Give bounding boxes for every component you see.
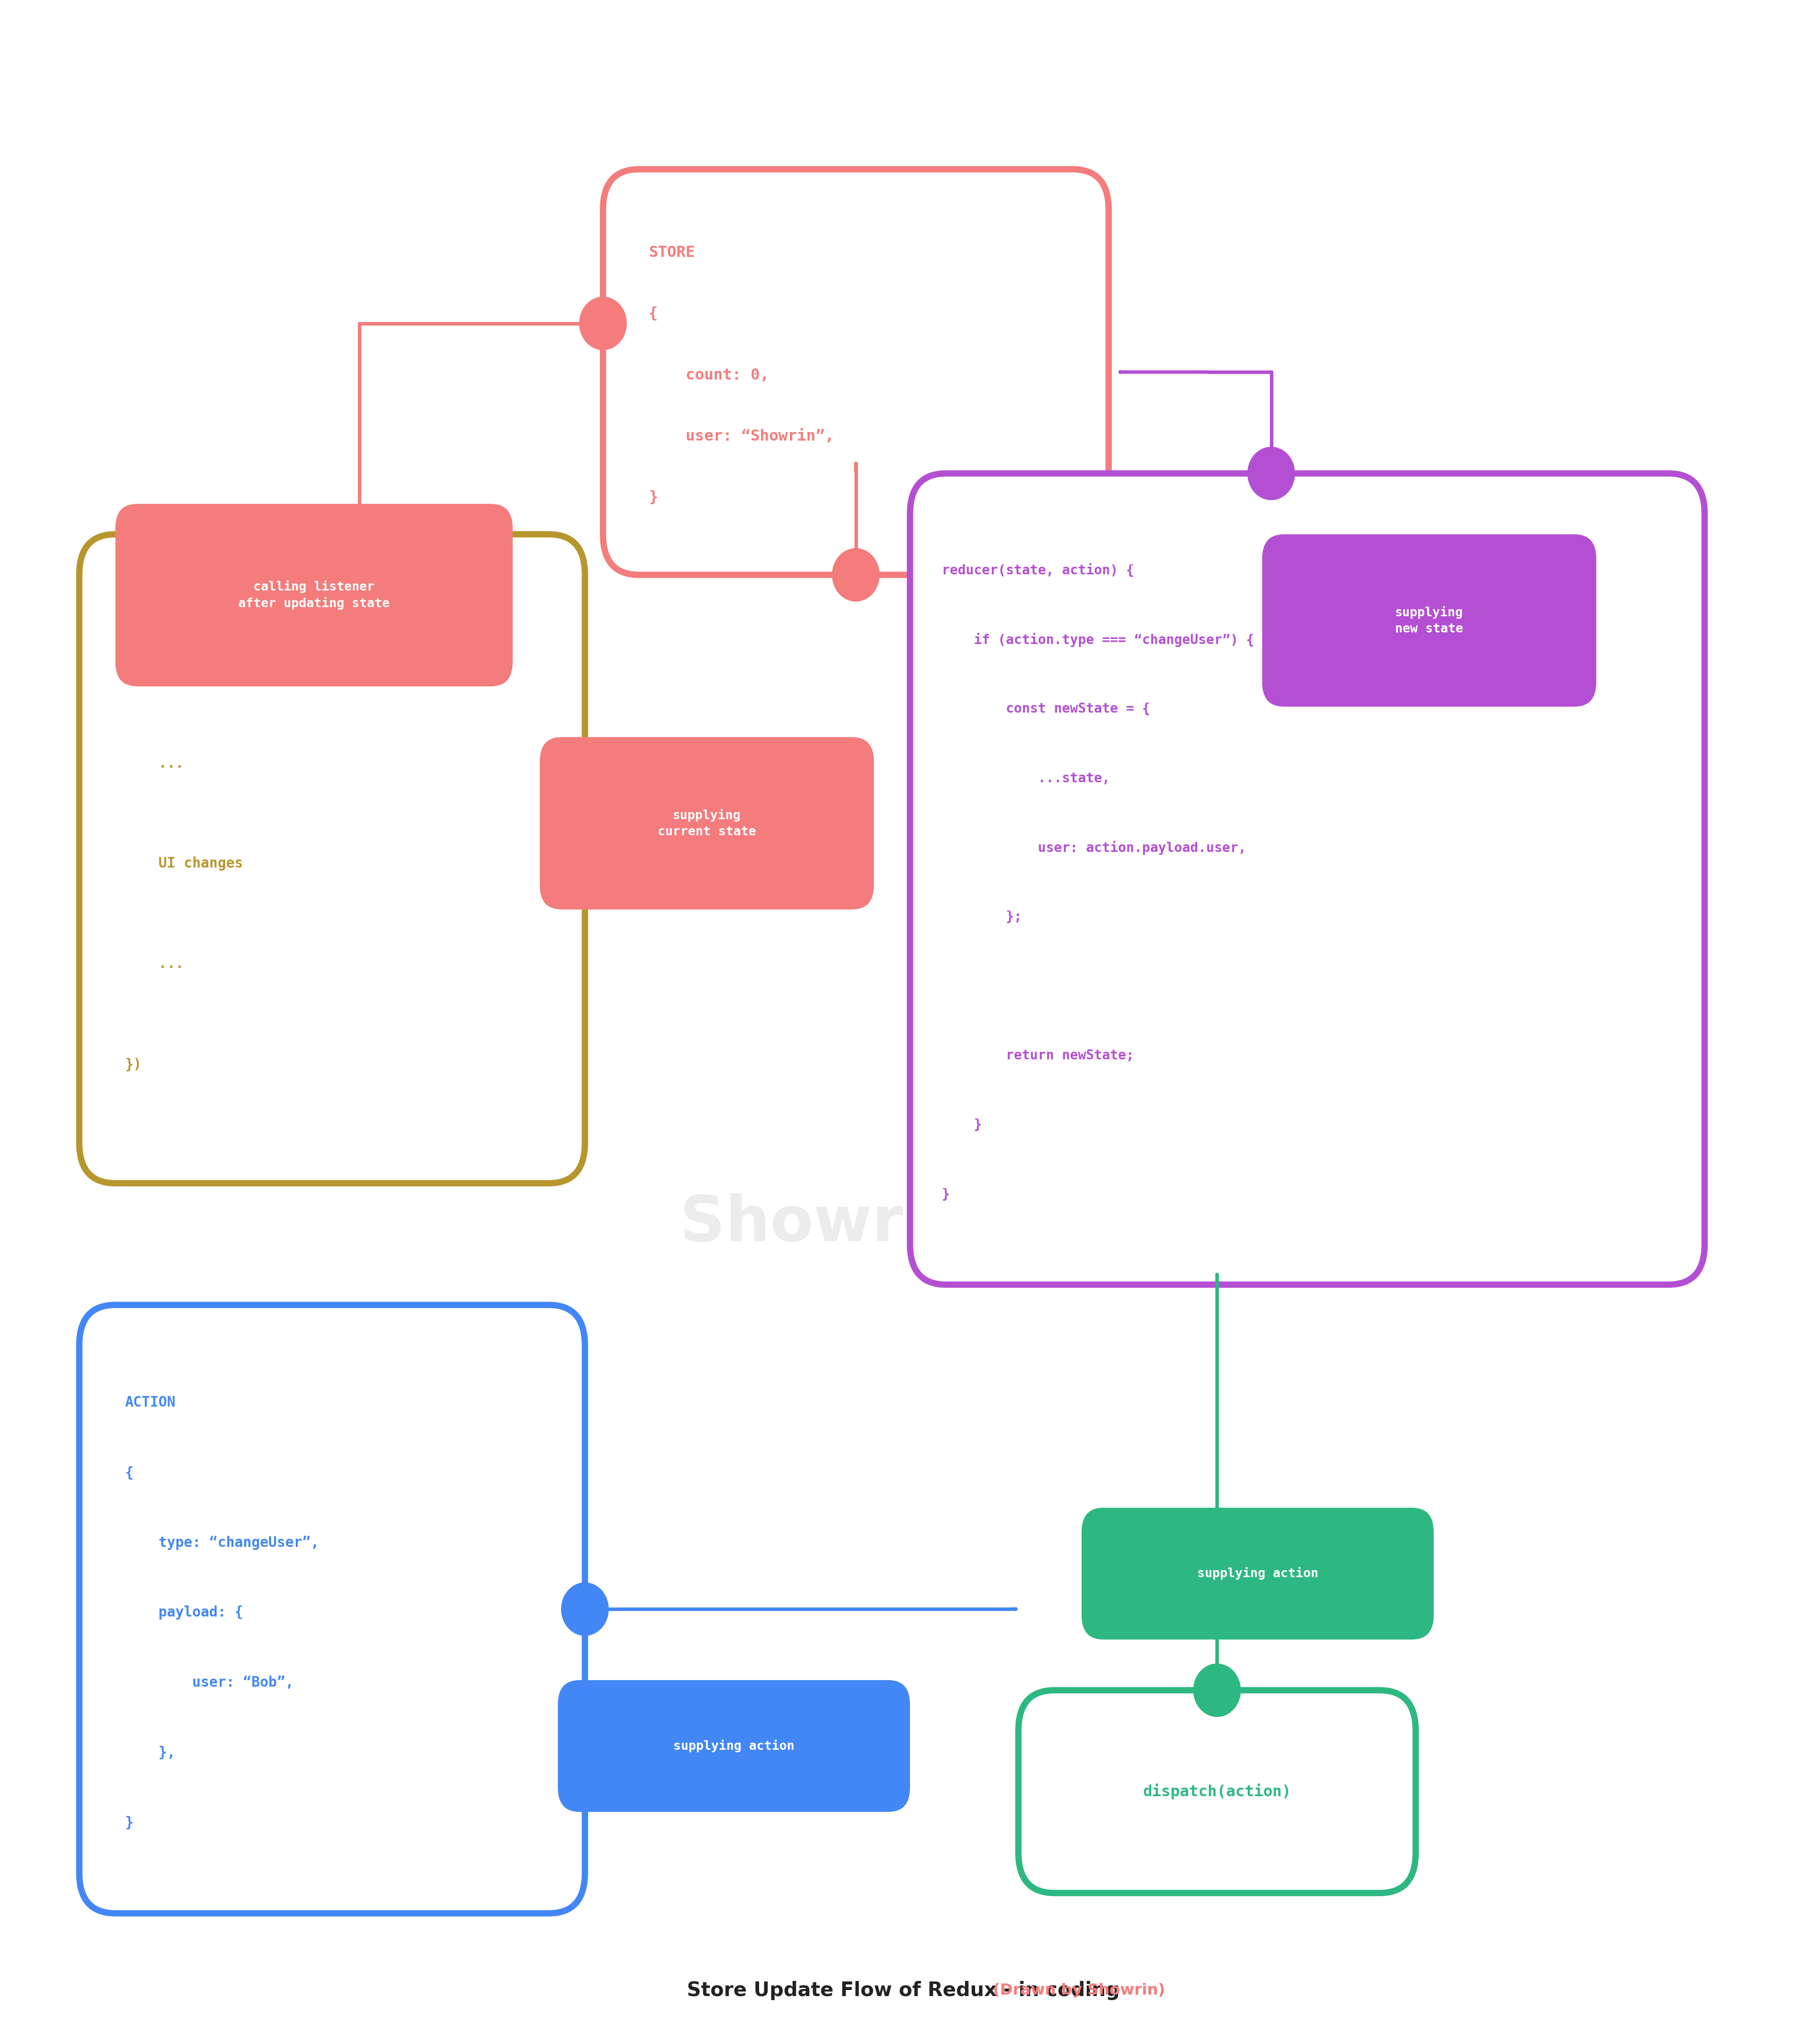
Text: {: { [126,1466,133,1480]
Text: calling listener
after updating state: calling listener after updating state [238,580,389,611]
Text: }): }) [126,1058,142,1072]
Text: type: “changeUser”,: type: “changeUser”, [126,1536,318,1550]
Text: supplying
new state: supplying new state [1396,606,1463,635]
Text: ...state,: ...state, [941,772,1110,784]
Text: return newState;: return newState; [941,1050,1134,1062]
FancyBboxPatch shape [910,474,1705,1284]
FancyBboxPatch shape [115,504,513,686]
FancyBboxPatch shape [80,535,584,1182]
Text: },: }, [126,1746,175,1760]
Circle shape [1194,1664,1241,1717]
Text: Store Update Flow of Redux - in coding: Store Update Flow of Redux - in coding [686,1981,1134,1999]
Circle shape [561,1583,608,1636]
Text: ...: ... [126,756,184,770]
FancyBboxPatch shape [1019,1691,1416,1893]
Text: subscribe(() => {: subscribe(() => { [126,655,269,670]
Text: reducer(state, action) {: reducer(state, action) { [941,564,1134,578]
Text: ...: ... [126,958,184,972]
Text: }: } [126,1815,133,1830]
Text: payload: {: payload: { [126,1605,244,1619]
Text: };: }; [941,911,1021,923]
Text: }: } [941,1188,950,1201]
Text: dispatch(action): dispatch(action) [1143,1785,1290,1799]
Text: }: } [941,1119,981,1131]
Text: (Drawn by Showrin): (Drawn by Showrin) [655,1983,1165,1997]
Circle shape [1249,447,1294,500]
Circle shape [832,549,879,600]
Text: supplying action: supplying action [673,1740,795,1752]
FancyBboxPatch shape [602,169,1108,576]
Text: {: { [648,306,657,321]
Text: Showrin.com: Showrin.com [681,1193,1139,1254]
Text: if (action.type === “changeUser”) {: if (action.type === “changeUser”) { [941,633,1254,647]
Text: const newState = {: const newState = { [941,702,1150,717]
Text: count: 0,: count: 0, [648,368,770,382]
Text: supplying action: supplying action [1198,1568,1318,1581]
Text: ACTION: ACTION [126,1395,175,1409]
FancyBboxPatch shape [80,1305,584,1913]
FancyBboxPatch shape [541,737,874,909]
Text: user: “Showrin”,: user: “Showrin”, [648,429,834,443]
Text: UI changes: UI changes [126,858,244,870]
Text: supplying
current state: supplying current state [657,809,755,837]
Text: STORE: STORE [648,245,695,259]
FancyBboxPatch shape [1081,1507,1434,1640]
Circle shape [579,296,626,349]
Text: }: } [648,490,657,504]
FancyBboxPatch shape [1261,535,1596,707]
Text: user: “Bob”,: user: “Bob”, [126,1676,293,1689]
Text: user: action.payload.user,: user: action.payload.user, [941,841,1247,856]
FancyBboxPatch shape [559,1681,910,1811]
